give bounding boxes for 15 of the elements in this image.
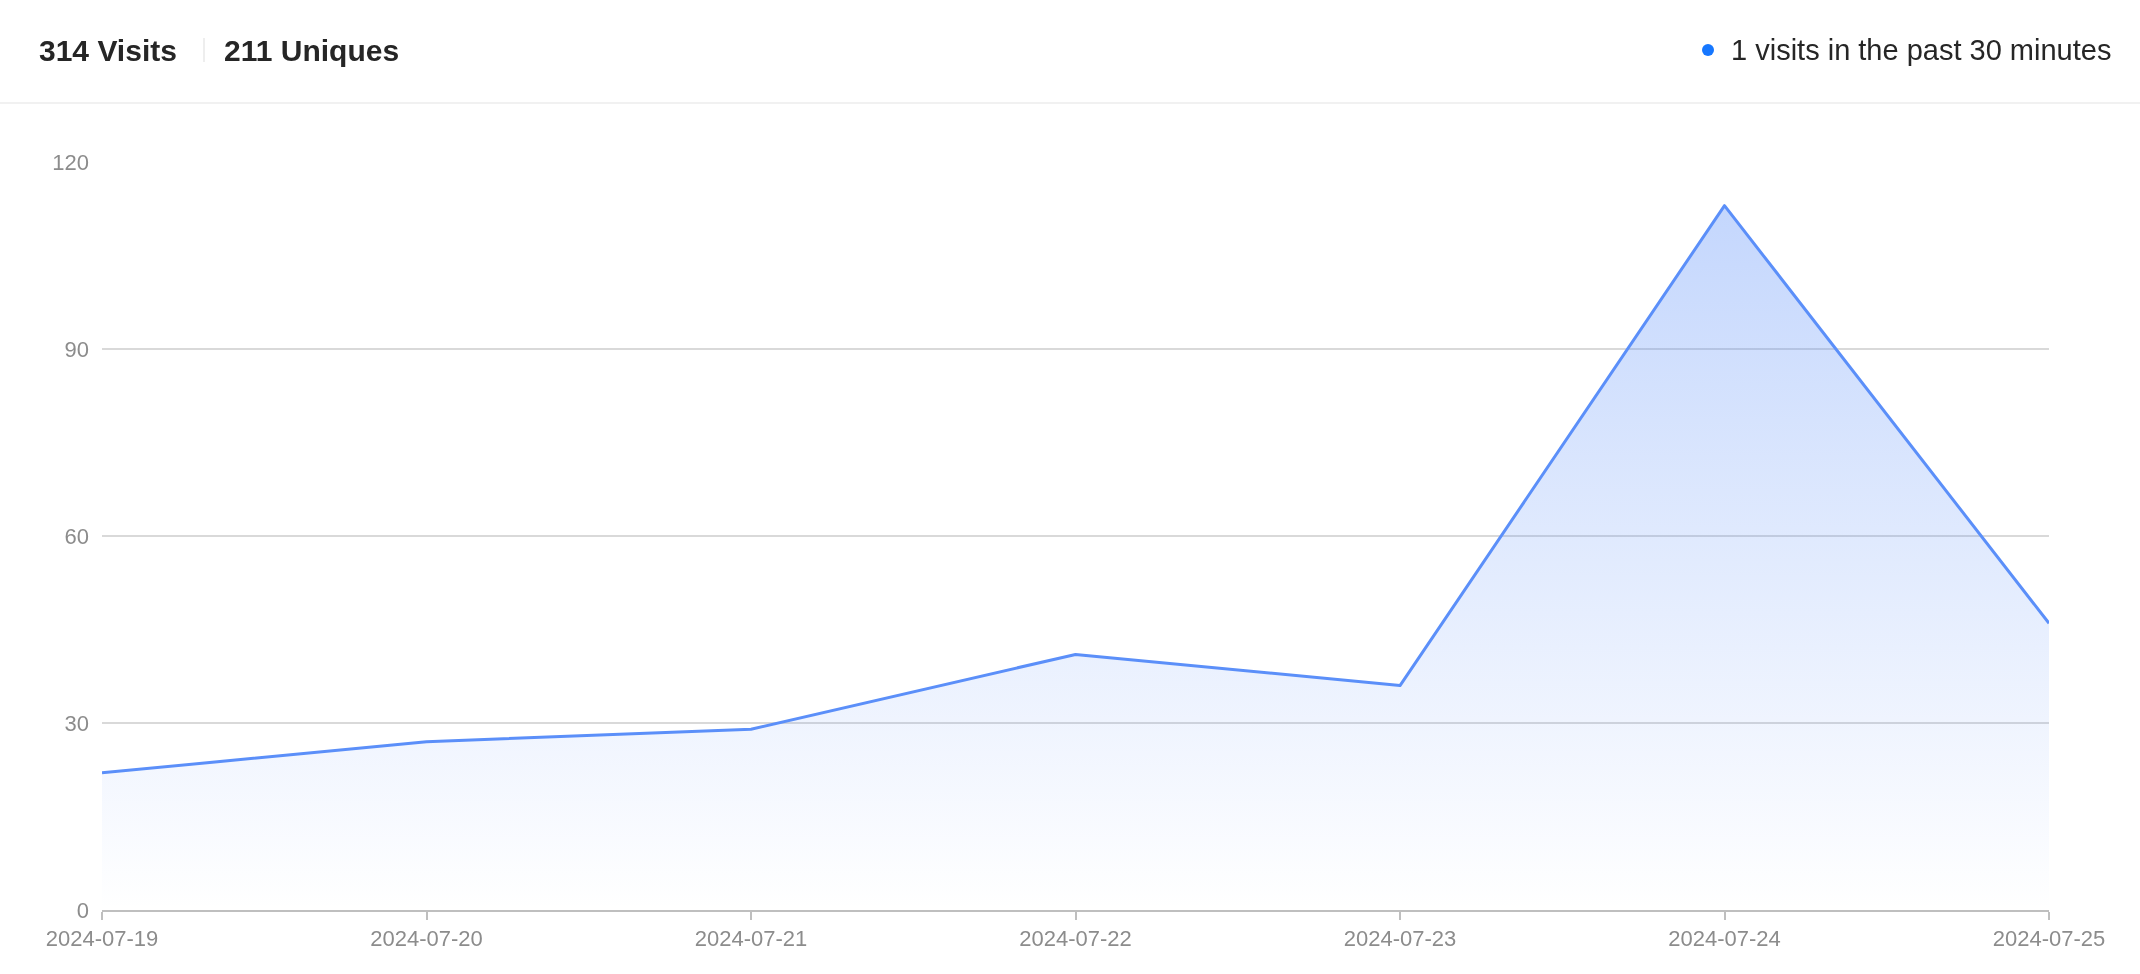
y-tick-label: 0 xyxy=(76,897,89,923)
y-tick-label: 60 xyxy=(64,523,89,549)
x-tick-label: 2024-07-24 xyxy=(1668,926,1781,952)
y-tick-label: 30 xyxy=(64,710,89,736)
y-tick-label: 90 xyxy=(64,336,89,362)
text: 1 visits in the past 30 minutes xyxy=(1731,34,2112,66)
x-tick-label: 2024-07-23 xyxy=(1343,926,1457,952)
x-tick-label: 2024-07-25 xyxy=(1992,926,2106,952)
x-tick-label: 2024-07-20 xyxy=(370,926,483,952)
chart-subtitle: 211 Uniques xyxy=(224,34,400,67)
x-tick-label: 2024-07-19 xyxy=(45,926,159,952)
chart-title: 314 Visits xyxy=(39,33,177,67)
x-tick-label: 2024-07-21 xyxy=(694,926,808,952)
x-tick-label: 2024-07-22 xyxy=(1019,926,1132,952)
y-tick-label: 120 xyxy=(52,149,89,175)
